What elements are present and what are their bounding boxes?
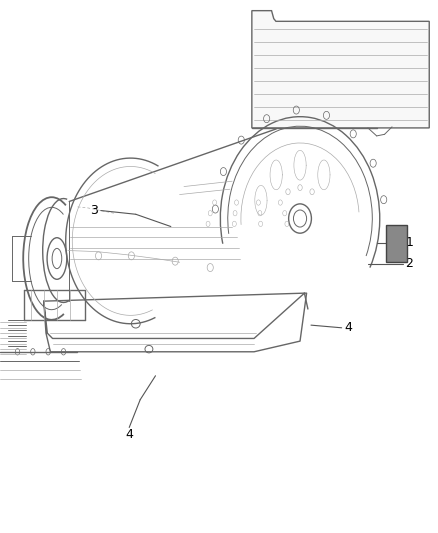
Text: 3: 3 <box>90 204 98 217</box>
Text: 4: 4 <box>344 321 352 334</box>
Polygon shape <box>252 11 429 128</box>
Bar <box>386 225 407 262</box>
Text: 4: 4 <box>125 428 133 441</box>
Text: 2: 2 <box>406 257 413 270</box>
Text: 1: 1 <box>406 236 413 249</box>
